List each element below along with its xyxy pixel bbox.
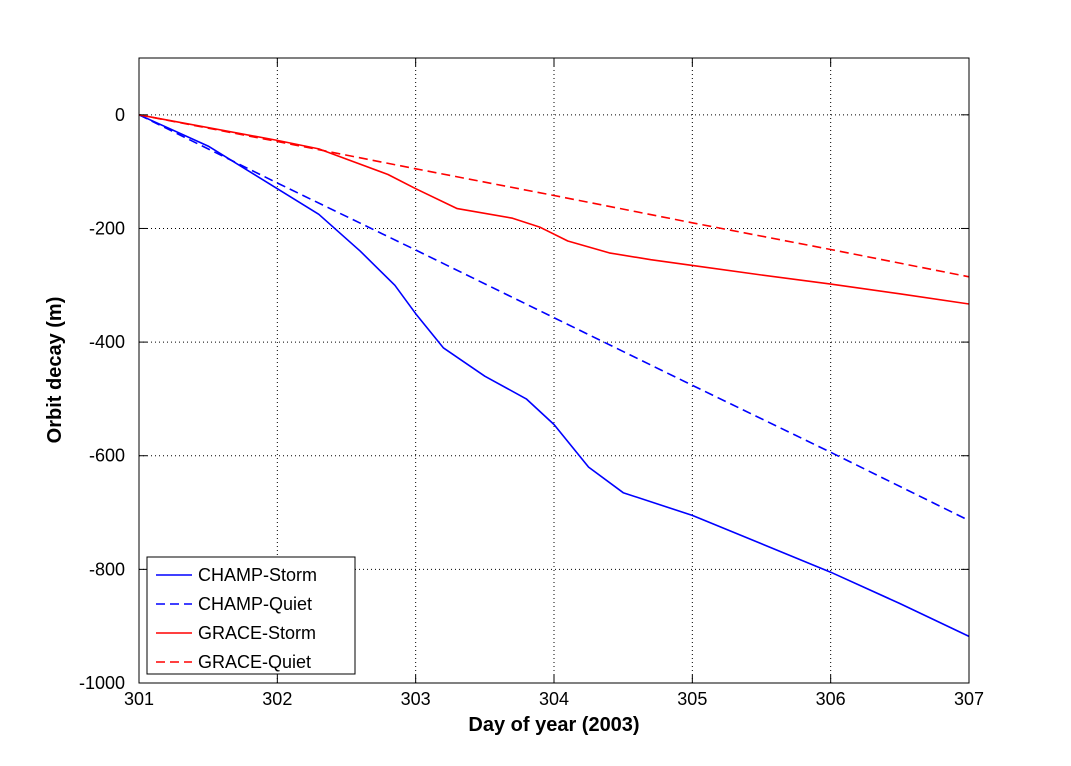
- legend-label: GRACE-Storm: [198, 623, 316, 643]
- x-tick-label: 304: [539, 689, 569, 709]
- y-axis-title: Orbit decay (m): [44, 297, 66, 444]
- series-line-champ-quiet: [138, 114, 970, 522]
- legend: CHAMP-Storm CHAMP-Quiet GRACE-Storm GRACE-Q…: [146, 556, 356, 675]
- x-tick-label: 301: [124, 689, 154, 709]
- x-tick-label: 306: [816, 689, 846, 709]
- tick-labels: 301 302 303 304 305 306 307 -1000 -800 -600 -400 -2…: [79, 105, 984, 709]
- y-tick-label: -800: [89, 559, 125, 579]
- y-tick-label: -1000: [79, 673, 125, 693]
- legend-label: GRACE-Quiet: [198, 652, 311, 672]
- x-tick-label: 303: [401, 689, 431, 709]
- legend-label: CHAMP-Storm: [198, 565, 317, 585]
- series-line-grace-storm: [138, 114, 970, 305]
- x-tick-label: 302: [262, 689, 292, 709]
- x-axis-title: Day of year (2003): [468, 714, 639, 736]
- grid-lines: [139, 58, 969, 683]
- legend-label: CHAMP-Quiet: [198, 594, 312, 614]
- series-line-champ-storm: [138, 114, 970, 638]
- y-tick-label: -200: [89, 218, 125, 238]
- y-tick-label: -400: [89, 332, 125, 352]
- y-tick-label: -600: [89, 446, 125, 466]
- tick-marks: [138, 58, 970, 684]
- x-tick-label: 307: [954, 689, 984, 709]
- x-tick-label: 305: [677, 689, 707, 709]
- legend-box: [146, 556, 356, 675]
- y-tick-label: 0: [115, 105, 125, 125]
- series-lines: [138, 114, 970, 638]
- series-line-grace-quiet: [138, 114, 970, 278]
